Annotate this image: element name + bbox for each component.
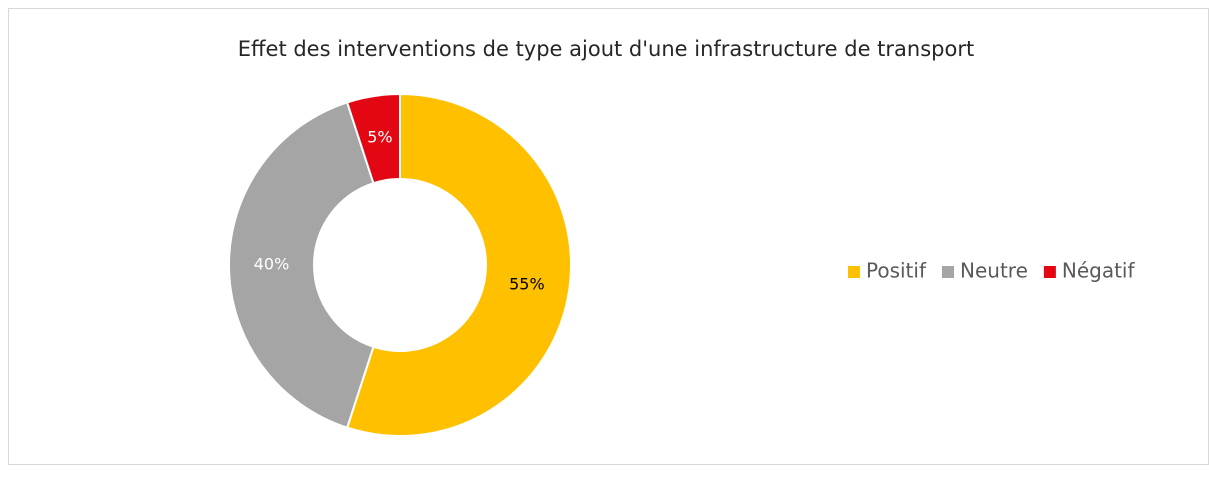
- legend-swatch: [848, 266, 860, 278]
- chart-frame: [8, 8, 1209, 465]
- legend-label: Neutre: [960, 259, 1028, 283]
- legend-label: Négatif: [1062, 259, 1136, 283]
- chart-title: Effet des interventions de type ajout d'…: [238, 37, 974, 61]
- data-label: 55%: [509, 275, 545, 294]
- donut-slice: [345, 92, 572, 437]
- donut-slice: [345, 92, 401, 185]
- legend-swatch: [1043, 266, 1056, 278]
- legend-swatch: [942, 266, 954, 278]
- donut-slice: [227, 101, 375, 429]
- data-label: 5%: [367, 128, 392, 147]
- legend-label: Positif: [866, 259, 927, 283]
- data-label: 40%: [254, 255, 290, 274]
